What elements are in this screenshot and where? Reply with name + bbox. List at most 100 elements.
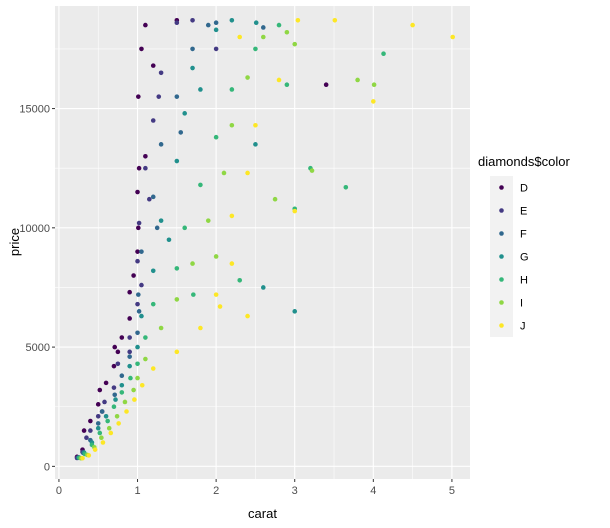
data-point — [213, 46, 219, 52]
data-point — [127, 289, 132, 295]
data-point — [136, 309, 142, 314]
data-point — [229, 18, 235, 23]
data-point — [178, 130, 184, 135]
data-point — [166, 237, 172, 243]
plot-panel — [55, 6, 470, 479]
data-point — [253, 20, 259, 26]
data-point — [150, 194, 156, 200]
legend-label: G — [520, 252, 529, 264]
data-point — [245, 313, 250, 319]
data-point — [332, 18, 338, 23]
data-point — [127, 349, 132, 355]
legend-label: H — [520, 275, 528, 287]
series-I — [78, 29, 377, 461]
data-point — [410, 22, 415, 28]
data-point — [136, 220, 142, 226]
data-point — [158, 218, 164, 223]
y-axis: 0 5000 10000 15000 — [19, 104, 55, 473]
data-point — [198, 325, 203, 331]
data-point — [213, 27, 219, 33]
data-point — [292, 208, 298, 214]
data-point — [113, 397, 118, 402]
legend-key-D — [499, 185, 504, 190]
data-point — [95, 421, 101, 426]
data-point — [136, 292, 141, 297]
data-point — [272, 196, 278, 202]
data-point — [450, 34, 456, 40]
data-point — [119, 390, 125, 395]
data-point — [174, 297, 180, 302]
data-point — [158, 70, 164, 76]
data-point — [245, 75, 250, 80]
data-point — [292, 309, 298, 314]
data-point — [127, 354, 132, 359]
data-point — [198, 182, 203, 188]
data-point — [150, 118, 156, 123]
data-points — [74, 18, 456, 461]
data-point — [381, 51, 386, 57]
data-point — [309, 168, 315, 173]
data-point — [182, 111, 187, 116]
data-point — [135, 361, 140, 367]
data-point — [95, 402, 101, 407]
data-point — [135, 301, 140, 307]
data-point — [260, 285, 266, 290]
data-point — [103, 413, 109, 419]
data-point — [150, 63, 156, 68]
data-point — [112, 344, 118, 350]
data-point — [190, 46, 195, 52]
data-point — [84, 435, 89, 441]
grid-lines — [55, 6, 470, 479]
data-point — [95, 413, 101, 419]
data-point — [112, 392, 118, 398]
data-point — [158, 325, 164, 331]
data-point — [135, 258, 140, 264]
data-point — [139, 382, 145, 388]
data-point — [92, 447, 98, 452]
x-tick-label: 0 — [56, 485, 62, 497]
data-point — [190, 65, 195, 71]
data-point — [127, 363, 132, 369]
data-point — [260, 34, 266, 40]
data-point — [95, 425, 101, 431]
legend-label: E — [520, 206, 527, 218]
legend-title: diamonds$color — [478, 154, 570, 169]
data-point — [213, 254, 219, 259]
data-point — [119, 335, 125, 340]
data-point — [205, 218, 211, 223]
data-point — [284, 29, 290, 35]
data-point — [116, 421, 121, 426]
data-point — [253, 142, 258, 147]
data-point — [295, 18, 301, 23]
legend-key-I — [499, 300, 504, 305]
data-point — [135, 375, 140, 381]
data-point — [174, 349, 180, 355]
data-point — [81, 428, 87, 433]
data-point — [139, 249, 144, 254]
legend-label: I — [520, 298, 523, 310]
data-point — [154, 225, 160, 231]
data-point — [253, 46, 258, 52]
data-point — [158, 142, 164, 147]
data-point — [174, 158, 180, 164]
data-point — [135, 330, 140, 336]
y-tick-label: 15000 — [19, 104, 50, 116]
data-point — [143, 22, 148, 28]
data-point — [150, 268, 156, 274]
data-point — [343, 184, 349, 190]
data-point — [292, 41, 298, 47]
data-point — [217, 304, 223, 309]
data-point — [80, 455, 85, 461]
data-point — [119, 382, 125, 388]
x-tick-label: 1 — [134, 485, 140, 497]
data-point — [100, 440, 106, 445]
y-tick-label: 0 — [44, 461, 50, 473]
data-point — [150, 301, 156, 307]
data-point — [253, 122, 258, 128]
data-point — [135, 344, 140, 350]
data-point — [143, 153, 148, 159]
data-point — [174, 266, 180, 271]
legend-key-J — [499, 323, 504, 328]
data-point — [229, 87, 235, 92]
data-point — [111, 404, 117, 410]
